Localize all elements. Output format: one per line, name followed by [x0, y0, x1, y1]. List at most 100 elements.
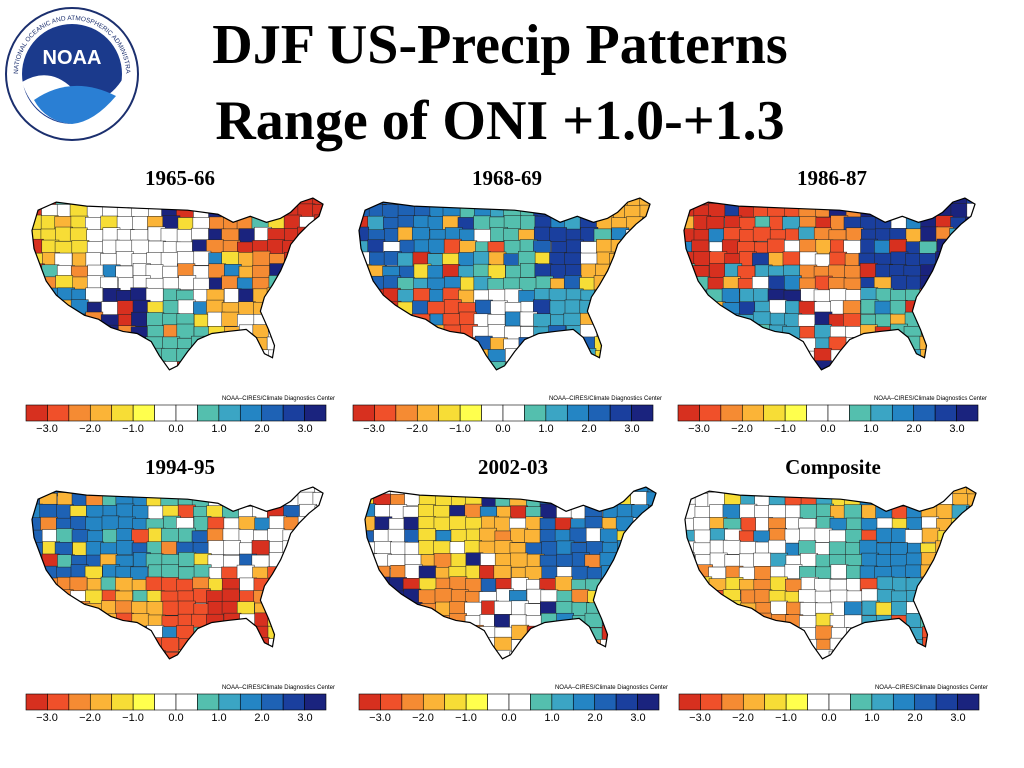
climate-division — [364, 650, 377, 659]
colorbar-swatch — [352, 404, 375, 422]
climate-division — [236, 651, 255, 659]
climate-division — [632, 576, 650, 592]
climate-division — [550, 349, 569, 365]
climate-division — [457, 198, 476, 207]
climate-division — [580, 204, 599, 220]
climate-division — [905, 564, 923, 580]
climate-division — [86, 350, 105, 366]
climate-division — [131, 601, 150, 616]
climate-division — [874, 239, 892, 255]
climate-division — [411, 227, 430, 242]
climate-division — [624, 252, 643, 267]
climate-division — [505, 374, 522, 384]
colorbar-swatch — [282, 404, 305, 422]
climate-division — [549, 300, 568, 316]
climate-division — [966, 601, 977, 617]
climate-division — [161, 564, 179, 579]
climate-division — [783, 627, 802, 643]
climate-division — [146, 375, 163, 384]
climate-division — [374, 602, 393, 617]
climate-division — [207, 360, 225, 370]
climate-division — [284, 326, 303, 342]
climate-division — [799, 527, 818, 543]
climate-division — [448, 627, 467, 643]
climate-division — [100, 487, 119, 496]
climate-division — [683, 350, 696, 366]
climate-division — [842, 300, 861, 315]
climate-division — [694, 591, 712, 606]
climate-division — [968, 590, 977, 606]
climate-division — [223, 337, 242, 353]
colorbar-swatch — [502, 404, 525, 422]
climate-division — [725, 664, 742, 673]
climate-division — [208, 348, 227, 363]
climate-division — [39, 503, 58, 519]
climate-division — [936, 504, 955, 519]
climate-division — [282, 276, 300, 291]
climate-division — [367, 325, 386, 341]
climate-division — [254, 373, 271, 384]
us-precip-map — [31, 486, 324, 673]
climate-division — [367, 362, 386, 370]
climate-division — [398, 350, 416, 366]
climate-division — [130, 566, 149, 582]
climate-division — [101, 627, 119, 642]
climate-division — [581, 198, 600, 206]
climate-division — [100, 198, 119, 206]
climate-division — [269, 198, 288, 208]
colorbar — [677, 404, 979, 422]
climate-division — [493, 565, 512, 580]
climate-division — [69, 227, 88, 243]
climate-division — [624, 362, 642, 370]
colorbar-tick-label: −1.0 — [455, 712, 477, 724]
climate-division — [85, 516, 104, 532]
climate-division — [600, 601, 619, 616]
climate-division — [571, 565, 590, 581]
climate-division — [433, 649, 452, 659]
climate-division — [843, 374, 860, 384]
climate-division — [800, 553, 818, 568]
map-credit: NOAA–CIRES/Climate Diagnostics Center — [874, 685, 988, 691]
climate-division — [163, 373, 180, 384]
climate-division — [368, 302, 387, 317]
climate-division — [709, 373, 726, 384]
climate-division — [87, 649, 106, 659]
map-panel-1986-87: 1986-87 NOAA–CIRES/Climate Diagnostics Ce… — [677, 166, 987, 446]
climate-division — [314, 239, 324, 255]
climate-division — [223, 487, 242, 496]
climate-division — [253, 664, 270, 673]
climate-division — [951, 614, 969, 629]
climate-division — [721, 288, 740, 303]
climate-division — [389, 662, 406, 673]
climate-division — [315, 529, 324, 544]
climate-division — [267, 566, 286, 582]
climate-division — [904, 529, 923, 544]
climate-division — [934, 275, 952, 291]
climate-division — [578, 348, 597, 363]
climate-division — [843, 601, 862, 617]
colorbar-tick-label: −2.0 — [732, 712, 754, 724]
climate-division — [71, 639, 90, 655]
climate-division — [131, 613, 150, 629]
climate-division — [890, 664, 907, 673]
climate-division — [117, 363, 136, 370]
climate-division — [206, 487, 225, 497]
map-credit: NOAA–CIRES/Climate Diagnostics Center — [554, 685, 668, 691]
climate-division — [313, 517, 324, 533]
climate-division — [768, 336, 787, 352]
climate-division — [224, 326, 242, 342]
colorbar-tick-label: −3.0 — [688, 423, 710, 435]
climate-division — [448, 664, 465, 673]
climate-division — [610, 275, 628, 291]
climate-division — [858, 350, 877, 365]
climate-division — [647, 637, 657, 653]
climate-division — [641, 349, 651, 365]
climate-division — [906, 663, 923, 673]
climate-division — [859, 539, 878, 555]
climate-division — [534, 263, 553, 279]
climate-division — [767, 238, 785, 254]
climate-division — [402, 649, 421, 659]
climate-division — [31, 198, 43, 208]
climate-division — [161, 541, 179, 556]
climate-division — [222, 350, 241, 366]
